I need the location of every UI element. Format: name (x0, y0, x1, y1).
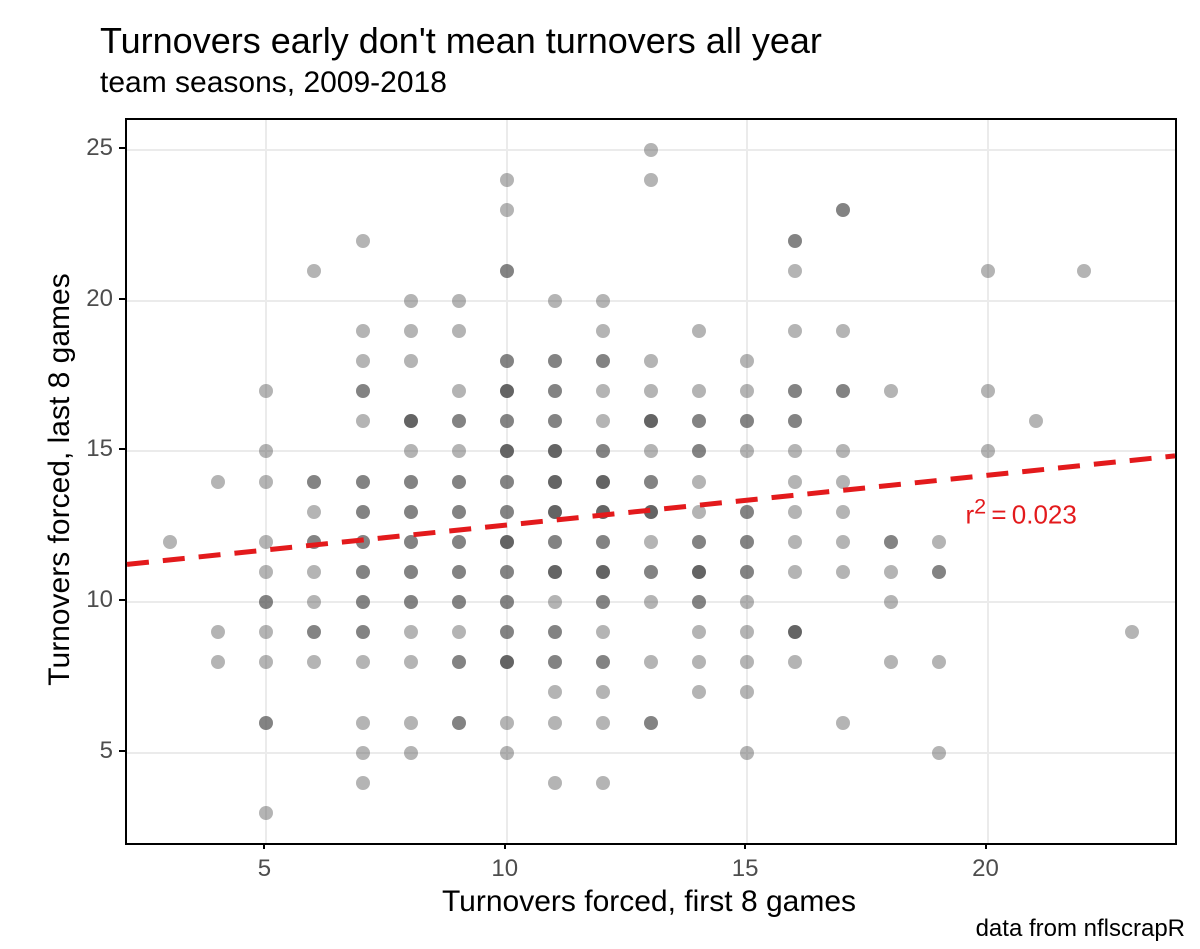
x-tick-label: 10 (491, 855, 518, 883)
y-tick-mark (119, 448, 125, 450)
x-tick-label: 20 (972, 855, 999, 883)
y-tick-label: 15 (77, 435, 113, 463)
chart-caption: data from nflscrapR (976, 915, 1185, 943)
r-squared-annotation: r2 = 0.023 (965, 493, 1076, 530)
x-tick-mark (985, 843, 987, 849)
x-tick-label: 5 (258, 855, 271, 883)
y-tick-label: 5 (77, 737, 113, 765)
trend-line (127, 120, 1175, 843)
y-tick-label: 25 (77, 134, 113, 162)
y-tick-label: 10 (77, 586, 113, 614)
x-tick-mark (504, 843, 506, 849)
chart-subtitle: team seasons, 2009-2018 (100, 66, 447, 100)
chart-container: Turnovers early don't mean turnovers all… (0, 0, 1200, 949)
x-tick-mark (744, 843, 746, 849)
y-tick-mark (119, 750, 125, 752)
plot-area: r2 = 0.023 (125, 118, 1177, 845)
y-tick-label: 20 (77, 285, 113, 313)
x-tick-mark (263, 843, 265, 849)
x-tick-label: 15 (732, 855, 759, 883)
chart-title: Turnovers early don't mean turnovers all… (100, 20, 822, 62)
x-axis-title: Turnovers forced, first 8 games (125, 885, 1173, 919)
y-axis-title: Turnovers forced, last 8 games (43, 118, 77, 841)
y-tick-mark (119, 599, 125, 601)
y-tick-mark (119, 147, 125, 149)
y-tick-mark (119, 298, 125, 300)
